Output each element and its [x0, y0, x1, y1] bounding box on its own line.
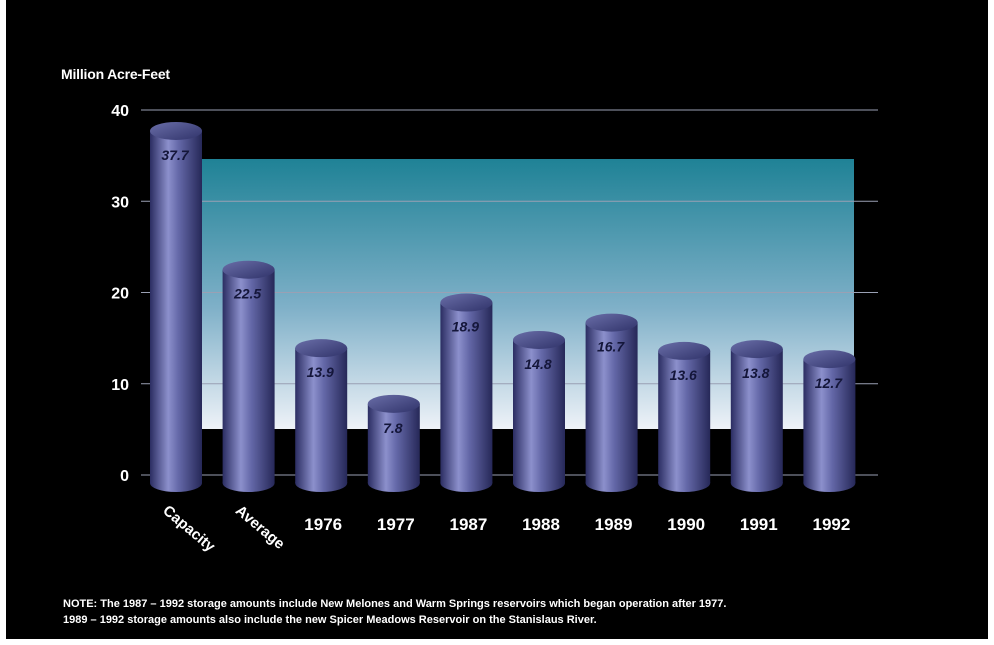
bar-base — [295, 474, 348, 492]
bar-base — [585, 474, 638, 492]
value-label: 37.7 — [161, 147, 189, 163]
bar-1990: 13.6 — [658, 341, 711, 492]
bar-top — [803, 350, 856, 369]
x-tick-label: 1988 — [522, 515, 560, 534]
x-tick-label: 1976 — [304, 515, 342, 534]
chart-frame: Million Acre-Feet 0 10 20 30 40 37.7 22.5 13.9… — [6, 0, 988, 642]
bar-top — [730, 340, 783, 359]
bar-base — [513, 474, 565, 492]
bar-1988: 14.8 — [513, 330, 565, 492]
bar-1987: 18.9 — [440, 293, 493, 492]
value-label: 22.5 — [233, 286, 261, 302]
footnote-line-2: 1989 – 1992 storage amounts also include… — [63, 614, 597, 626]
bar-base — [440, 474, 493, 492]
x-tick-label: 1990 — [667, 515, 705, 534]
bar-top — [367, 394, 420, 413]
value-label: 13.9 — [307, 364, 334, 380]
bar — [513, 339, 565, 483]
bar-1991: 13.8 — [730, 340, 783, 492]
bar-1989: 16.7 — [585, 313, 638, 492]
bar — [803, 359, 856, 483]
value-label: 18.9 — [452, 319, 479, 335]
bar-base — [730, 474, 783, 492]
y-tick-label: 30 — [111, 194, 129, 211]
value-label: 13.6 — [670, 367, 697, 383]
x-tick-label: 1977 — [377, 515, 415, 534]
y-tick-label: 10 — [111, 377, 129, 394]
bar-top — [150, 121, 202, 140]
bar-chart: 0 10 20 30 40 37.7 22.5 13.9 7.8 18.9 14.8 16.7 13.… — [111, 103, 878, 556]
bar — [367, 403, 420, 483]
y-tick-label: 0 — [120, 468, 129, 485]
value-label: 13.8 — [742, 365, 769, 381]
x-tick-label: 1989 — [595, 515, 633, 534]
x-tick-label: Average — [232, 502, 288, 553]
value-label: 12.7 — [815, 375, 843, 391]
bar-top — [440, 293, 493, 312]
bar-top — [295, 339, 348, 358]
y-axis-label: Million Acre-Feet — [61, 66, 170, 82]
bar-base — [658, 474, 711, 492]
footnote-line-1: NOTE: The 1987 – 1992 storage amounts in… — [63, 598, 727, 610]
bar-1977: 7.8 — [367, 394, 420, 492]
bar-top — [658, 341, 711, 360]
bar-base — [367, 474, 420, 492]
bar — [295, 348, 348, 483]
footnote: NOTE: The 1987 – 1992 storage amounts in… — [63, 596, 983, 628]
bar-top — [585, 313, 638, 332]
value-label: 14.8 — [524, 356, 551, 372]
x-tick-label: 1992 — [812, 515, 850, 534]
x-tick-label: 1991 — [740, 515, 778, 534]
bar-1992: 12.7 — [803, 350, 856, 492]
bar — [222, 269, 275, 483]
bar — [658, 350, 711, 483]
bar-base — [222, 474, 275, 492]
y-tick-label: 20 — [111, 286, 129, 303]
bar-top — [222, 260, 275, 279]
bar-capacity: 37.7 — [150, 121, 202, 492]
value-label: 16.7 — [597, 339, 625, 355]
bar-1976: 13.9 — [295, 339, 348, 492]
bar-top — [513, 330, 565, 349]
x-tick-label: 1987 — [449, 515, 487, 534]
bar-base — [150, 474, 202, 492]
x-tick-label: Capacity — [159, 502, 218, 556]
bar-average: 22.5 — [222, 260, 275, 492]
bar — [585, 322, 638, 483]
bar-base — [803, 474, 856, 492]
value-label: 7.8 — [383, 420, 403, 436]
bar — [440, 302, 493, 483]
bar — [150, 130, 202, 484]
y-tick-label: 40 — [111, 103, 129, 120]
bar — [730, 349, 783, 483]
